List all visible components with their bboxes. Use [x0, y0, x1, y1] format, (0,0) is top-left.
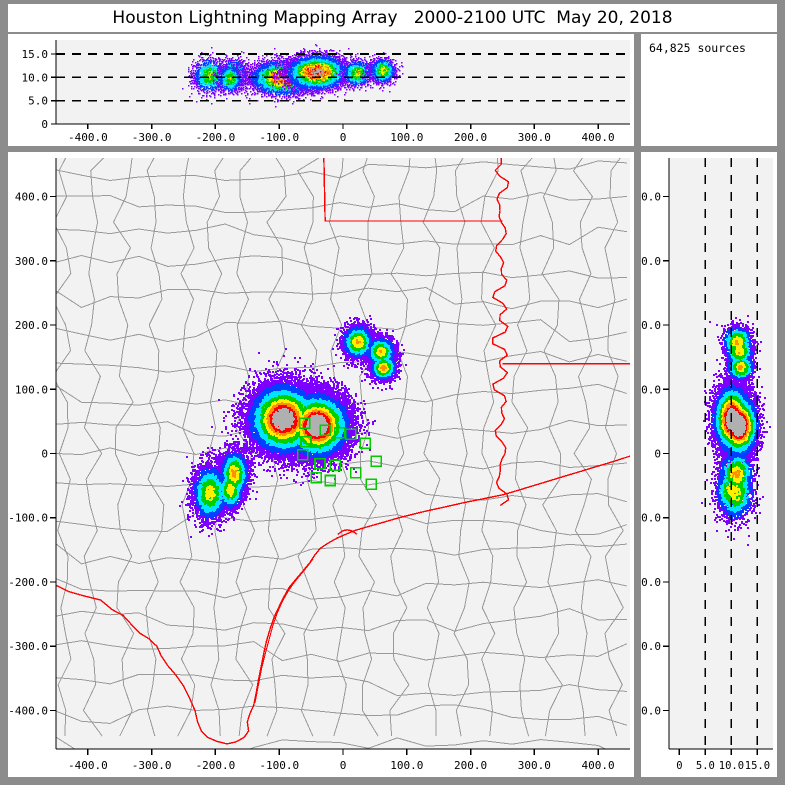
altitude-ew-plot[interactable]: -400.0 -300.0 -200.0 -100.0 0 100.0 200.0 300.0… [8, 34, 634, 146]
north-south-vs-altitude-panel[interactable]: 05.010.015.0400.0300.0200.0100.00-100.0-… [641, 152, 777, 777]
source-count-label: 64,825 sources [649, 41, 746, 55]
source-count-panel: 64,825 sources [641, 34, 777, 146]
plan-view-map-plot[interactable]: -400.0 -300.0 -200.0 -100.0 0 100.0 200.0 300.0… [8, 152, 634, 777]
plan-view-map-panel[interactable]: -400.0 -300.0 -200.0 -100.0 0 100.0 200.0 300.0… [8, 152, 634, 777]
ns-altitude-plot[interactable]: 05.010.015.0400.0300.0200.0100.00-100.0-… [641, 152, 777, 777]
altitude-vs-east-west-panel[interactable]: -400.0 -300.0 -200.0 -100.0 0 100.0 200.0 300.0… [8, 34, 634, 146]
title-bar: Houston Lightning Mapping Array 2000-210… [8, 4, 777, 32]
page-title: Houston Lightning Mapping Array 2000-210… [112, 8, 672, 28]
